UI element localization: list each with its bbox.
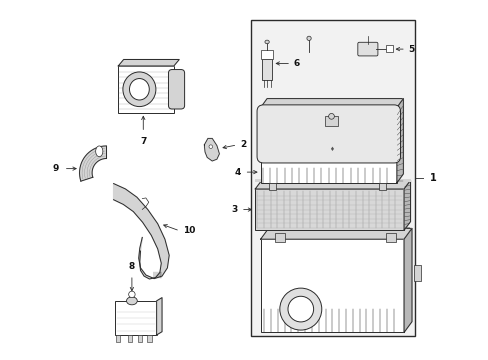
Bar [386,233,395,242]
Bar [325,116,337,126]
Bar [260,239,403,332]
Polygon shape [156,298,162,335]
Text: 1: 1 [429,173,436,183]
Bar [261,50,273,59]
Bar [255,179,410,182]
Polygon shape [80,146,106,181]
Bar [260,108,396,183]
Bar [250,21,414,336]
FancyBboxPatch shape [357,42,377,56]
Text: 3: 3 [231,205,237,214]
Text: 4: 4 [234,168,241,177]
Bar [118,66,174,113]
Ellipse shape [208,145,212,148]
Bar [127,335,132,342]
Polygon shape [403,228,411,332]
Bar [378,183,386,190]
Polygon shape [255,180,410,189]
Bar [274,233,285,242]
Ellipse shape [126,297,137,305]
Polygon shape [118,59,179,66]
FancyBboxPatch shape [257,105,400,163]
Bar [386,45,392,51]
Text: 10: 10 [183,226,195,235]
FancyBboxPatch shape [168,69,184,109]
Ellipse shape [287,296,313,322]
Text: 7: 7 [140,137,146,146]
Polygon shape [260,228,411,239]
Text: 8: 8 [128,262,135,271]
Bar [255,189,403,230]
Ellipse shape [122,72,156,107]
Ellipse shape [328,113,334,119]
Ellipse shape [128,291,135,298]
Bar [268,183,275,190]
Polygon shape [260,99,403,108]
Ellipse shape [129,78,149,100]
Ellipse shape [96,146,102,157]
Bar [116,335,120,342]
Polygon shape [403,180,410,230]
Text: 9: 9 [53,164,59,173]
Bar [147,335,151,342]
Ellipse shape [264,40,269,44]
Polygon shape [113,184,169,279]
Text: 6: 6 [293,59,300,68]
Polygon shape [396,99,403,183]
Bar [413,265,420,281]
Ellipse shape [306,36,310,41]
Text: 2: 2 [240,140,246,149]
Ellipse shape [279,288,321,330]
Polygon shape [204,138,219,161]
Text: ♦: ♦ [328,147,333,152]
Bar [261,59,272,80]
Bar [115,301,156,335]
Bar [137,335,142,342]
Text: 5: 5 [408,45,414,54]
